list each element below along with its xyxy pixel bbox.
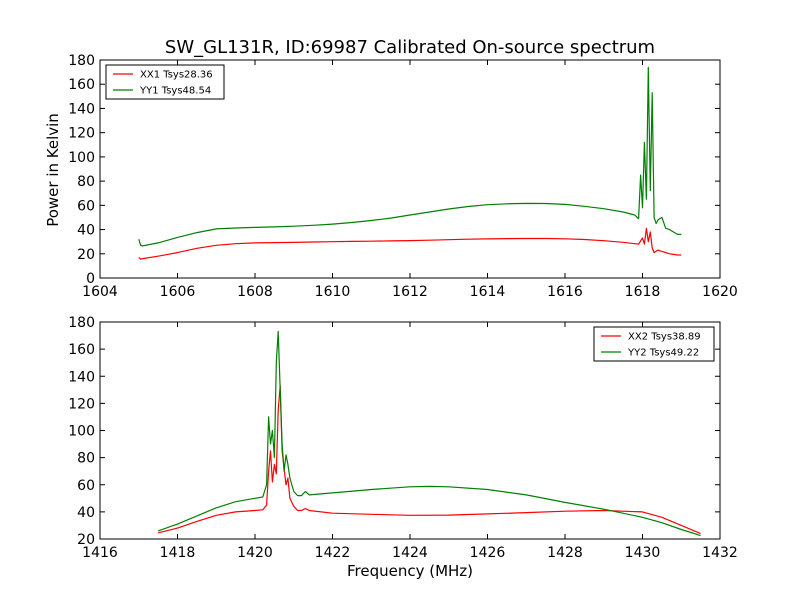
- top-plot-area: [138, 66, 682, 260]
- top-x-tick-label: 1616: [547, 284, 583, 300]
- bottom-x-tick-label: 1430: [625, 545, 661, 561]
- top-x-tick-label: 1612: [392, 284, 428, 300]
- top-x-tick-label: 1614: [470, 284, 506, 300]
- bottom-y-tick-label: 160: [68, 342, 95, 358]
- top-y-tick-label: 0: [86, 271, 95, 287]
- bottom-panel: Frequency (MHz) 1416 1418 1420 1422 1424 1426…: [68, 315, 738, 580]
- top-legend: XX1 Tsys28.36 YY1 Tsys48.54: [105, 64, 225, 100]
- top-series-line-xx: [138, 227, 682, 260]
- bottom-plot-area: [157, 330, 701, 537]
- bottom-legend-label-xx2: XX2 Tsys38.89: [628, 332, 701, 343]
- bottom-x-tick-label: 1426: [470, 545, 506, 561]
- top-y-tick-label: 40: [77, 223, 95, 239]
- top-y-tick-label: 140: [68, 101, 95, 117]
- bottom-legend: XX2 Tsys38.89 YY2 Tsys49.22: [593, 326, 715, 362]
- bottom-y-tick-label: 20: [77, 532, 95, 548]
- bottom-axes-frame: [99, 321, 721, 540]
- bottom-x-tick-label: 1420: [237, 545, 273, 561]
- bottom-y-tick-label: 140: [68, 369, 95, 385]
- top-y-tick-label: 60: [77, 198, 95, 214]
- chart-title: SW_GL131R, ID:69987 Calibrated On-source…: [165, 37, 655, 58]
- top-axes-frame: [99, 59, 721, 279]
- top-y-tick-label: 160: [68, 77, 95, 93]
- top-x-tick-label: 1606: [160, 284, 196, 300]
- bottom-x-axis-label: Frequency (MHz): [347, 562, 473, 580]
- top-legend-label-xx1: XX1 Tsys28.36: [140, 70, 213, 81]
- bottom-legend-box: [593, 326, 715, 362]
- bottom-legend-label-yy2: YY2 Tsys49.22: [627, 348, 699, 359]
- top-panel: Power in Kelvin 1604 1606 1608 1610 1612 1614…: [44, 53, 738, 300]
- top-y-tick-label: 120: [68, 126, 95, 142]
- bottom-y-tick-label: 120: [68, 396, 95, 412]
- top-y-tick-label: 80: [77, 174, 95, 190]
- bottom-x-tick-label: 1416: [82, 545, 118, 561]
- top-x-tick-label: 1608: [237, 284, 273, 300]
- top-series-line-yy: [138, 66, 682, 247]
- bottom-series-line-yy: [157, 330, 701, 537]
- bottom-x-tick-label: 1428: [547, 545, 583, 561]
- bottom-y-tick-label: 80: [77, 451, 95, 467]
- bottom-y-tick-label: 40: [77, 505, 95, 521]
- bottom-y-tick-label: 100: [68, 424, 95, 440]
- top-y-axis-label: Power in Kelvin: [44, 113, 62, 227]
- bottom-x-tick-label: 1422: [315, 545, 351, 561]
- top-legend-label-yy1: YY1 Tsys48.54: [139, 86, 211, 97]
- bottom-y-tick-label: 60: [77, 478, 95, 494]
- top-x-tick-label: 1618: [625, 284, 661, 300]
- bottom-ticks: 1416 1418 1420 1422 1424 1426 1428 1430 1432 20 40…: [68, 315, 738, 561]
- bottom-x-tick-label: 1424: [392, 545, 428, 561]
- bottom-series-line-xx: [157, 385, 701, 535]
- top-x-tick-label: 1620: [702, 284, 738, 300]
- top-y-tick-label: 180: [68, 53, 95, 69]
- top-y-tick-label: 20: [77, 247, 95, 263]
- top-ticks: 1604 1606 1608 1610 1612 1614 1616 1618 1620 0 20 4…: [68, 53, 738, 300]
- top-legend-box: [105, 64, 225, 100]
- bottom-x-tick-label: 1432: [702, 545, 738, 561]
- top-x-tick-label: 1610: [315, 284, 351, 300]
- bottom-x-tick-label: 1418: [160, 545, 196, 561]
- bottom-y-tick-label: 180: [68, 315, 95, 331]
- top-x-tick-label: 1604: [82, 284, 118, 300]
- top-y-tick-label: 100: [68, 150, 95, 166]
